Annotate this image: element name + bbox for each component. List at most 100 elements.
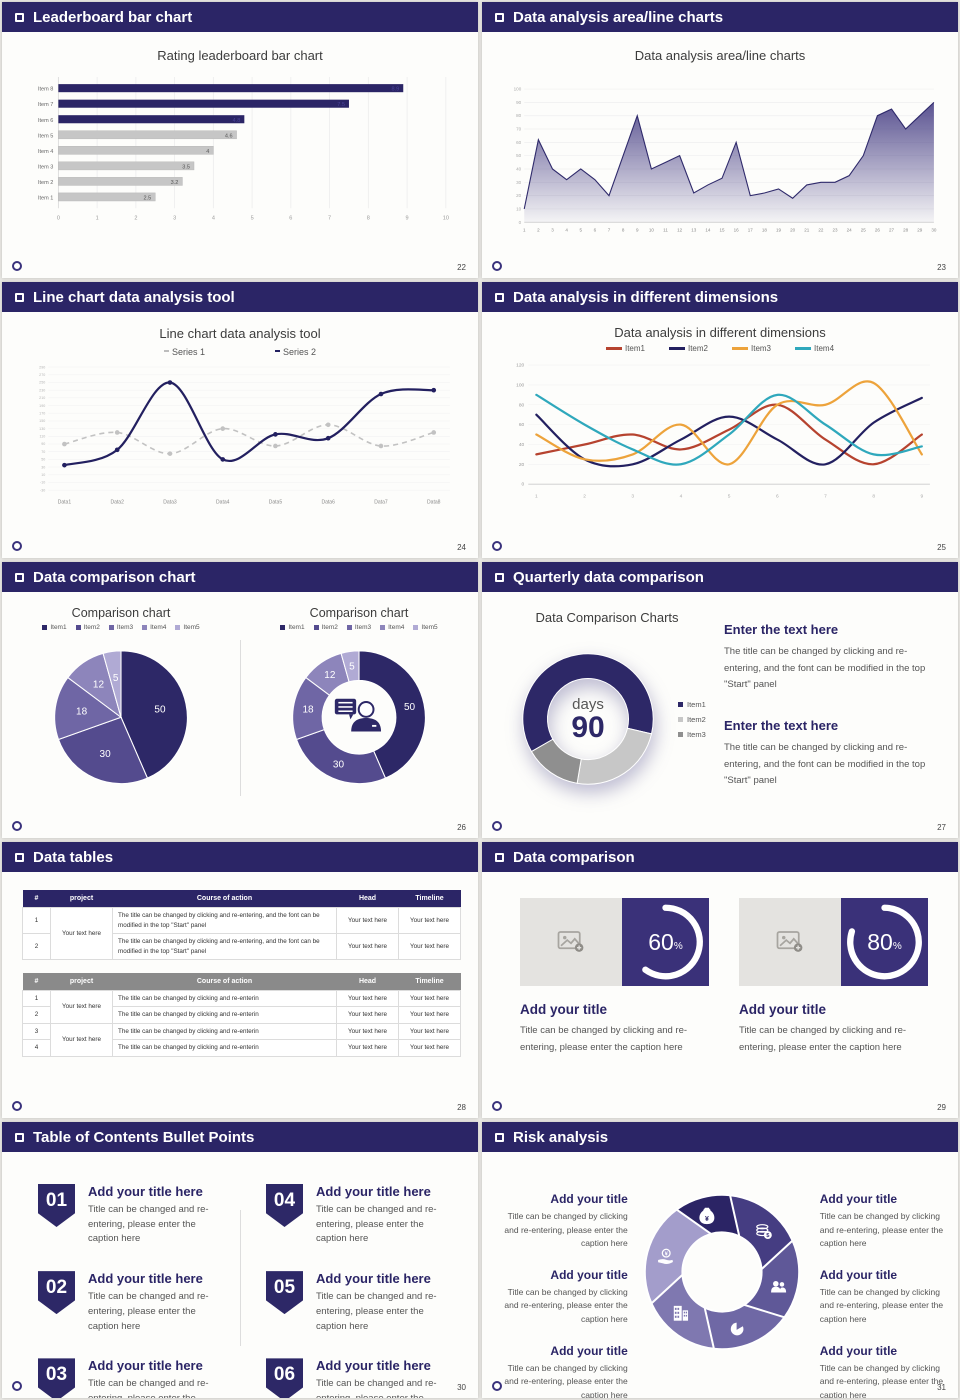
- risk-item-caption: Title can be changed by clicking and re-…: [819, 1362, 944, 1398]
- svg-text:5: 5: [113, 673, 119, 684]
- pinwheel-diagram: ¥ $ ¥: [643, 1193, 800, 1351]
- percent-unit: %: [673, 941, 683, 952]
- column-header: project: [50, 890, 113, 908]
- svg-text:7: 7: [608, 227, 611, 232]
- legend-label: Item3: [116, 624, 134, 631]
- item4-legend-swatch: [142, 625, 148, 630]
- slide-header-title: Risk analysis: [513, 1128, 609, 1146]
- svg-text:10: 10: [649, 227, 655, 232]
- toc-item[interactable]: 04 Add your title here Title can be chan…: [266, 1184, 450, 1247]
- item1-legend-swatch: [280, 625, 286, 630]
- svg-text:11: 11: [663, 227, 668, 232]
- svg-text:230: 230: [39, 388, 45, 392]
- toc-item[interactable]: 01 Add your title here Title can be chan…: [38, 1184, 222, 1247]
- column-header: Timeline: [398, 890, 461, 908]
- toc-item-caption: Title can be changed and re-entering, pl…: [316, 1204, 437, 1245]
- risk-item-caption: Title can be changed by clicking and re-…: [819, 1286, 944, 1324]
- risk-text-block: Add your title Title can be changed by c…: [820, 1192, 948, 1251]
- svg-text:90: 90: [516, 100, 522, 105]
- image-placeholder: [739, 898, 841, 986]
- svg-text:8: 8: [367, 215, 370, 221]
- text-block: Enter the text here The title can be cha…: [724, 718, 932, 790]
- svg-text:15: 15: [719, 227, 725, 232]
- pie-chart: 50 30 18 12 5: [54, 650, 188, 785]
- legend-label: Item5: [421, 624, 438, 631]
- risk-item-caption: Title can be changed by clicking and re-…: [504, 1286, 628, 1324]
- slide-26-data-comparison-chart[interactable]: Data comparison chart Comparison chart I…: [2, 562, 478, 838]
- risk-item-caption: Title can be changed by clicking and re-…: [504, 1362, 628, 1398]
- slide-27-quarterly-data-comparison[interactable]: Quarterly data comparison Data Compariso…: [482, 562, 958, 838]
- page-number: 26: [457, 823, 466, 832]
- chart-legend: Item1 Item2 Item3 Item4 Item5: [240, 624, 478, 631]
- legend-label: Item2: [321, 624, 338, 631]
- svg-text:21: 21: [804, 227, 810, 232]
- svg-text:50: 50: [516, 153, 522, 158]
- svg-text:100: 100: [514, 87, 522, 92]
- percent-unit: %: [892, 941, 902, 952]
- slide-24-line-chart-tool[interactable]: Line chart data analysis tool Line chart…: [2, 282, 478, 558]
- progress-ring: [642, 904, 703, 980]
- square-bullet-icon: [15, 572, 24, 582]
- svg-text:130: 130: [39, 427, 45, 431]
- toc-item[interactable]: 06 Add your title here Title can be chan…: [266, 1358, 450, 1398]
- progress-percent: 60%: [622, 898, 709, 986]
- legend-label: Item1: [288, 624, 305, 631]
- slide-28-data-tables[interactable]: Data tables # project Course of action H…: [2, 842, 478, 1118]
- slide-25-dimensions-line-chart[interactable]: Data analysis in different dimensions Da…: [482, 282, 958, 558]
- cell-num: 1: [22, 989, 51, 1008]
- column-header: Course of action: [112, 973, 337, 991]
- item3-legend-swatch: [346, 625, 352, 630]
- page-number: 27: [937, 823, 946, 832]
- svg-text:4: 4: [206, 149, 209, 155]
- svg-text:190: 190: [39, 404, 45, 408]
- toc-item[interactable]: 03 Add your title here Title can be chan…: [38, 1358, 222, 1398]
- toc-item-title: Add your title here: [88, 1271, 203, 1287]
- slide-30-table-of-contents[interactable]: Table of Contents Bullet Points 01 Add y…: [2, 1122, 478, 1398]
- slide-23-area-line-charts[interactable]: Data analysis area/line charts Data anal…: [482, 2, 958, 278]
- toc-item-caption: Title can be changed and re-entering, pl…: [316, 1291, 437, 1332]
- svg-text:100: 100: [516, 382, 524, 388]
- svg-text:120: 120: [516, 363, 524, 369]
- svg-text:0: 0: [57, 215, 60, 221]
- svg-text:27: 27: [889, 227, 895, 232]
- slide-31-risk-analysis[interactable]: Risk analysis Add your title Title can b…: [482, 1122, 958, 1398]
- column-header: Course of action: [112, 890, 337, 908]
- toc-number-badge: 03: [38, 1358, 75, 1398]
- svg-text:40: 40: [516, 167, 522, 172]
- svg-text:2: 2: [134, 215, 137, 221]
- slide-29-data-comparison[interactable]: Data comparison 60%: [482, 842, 958, 1118]
- svg-text:Item 2: Item 2: [38, 180, 53, 186]
- cell-timeline: Your text here: [398, 933, 461, 960]
- toc-item[interactable]: 02 Add your title here Title can be chan…: [38, 1271, 222, 1334]
- slide-header: Quarterly data comparison: [482, 562, 958, 592]
- item3-legend-swatch: [732, 347, 748, 350]
- slide-logo-icon: [12, 821, 22, 831]
- block-body: The title can be changed by clicking and…: [724, 646, 926, 691]
- svg-text:30: 30: [333, 760, 345, 771]
- legend-label: Item3: [687, 729, 706, 739]
- toc-item[interactable]: 05 Add your title here Title can be chan…: [266, 1271, 450, 1334]
- svg-text:3: 3: [631, 493, 634, 499]
- column-header: project: [50, 973, 113, 991]
- data-table-2: # project Course of action Head Timeline…: [22, 973, 461, 1057]
- chart-title: Data analysis in different dimensions: [614, 325, 826, 340]
- toc-number-badge: 04: [266, 1184, 303, 1227]
- square-bullet-icon: [15, 852, 24, 862]
- item2-legend-swatch: [678, 716, 683, 722]
- table-row: 1 Your text here The title can be change…: [22, 989, 461, 1024]
- legend-label: Item1: [50, 624, 67, 631]
- svg-text:Item 6: Item 6: [38, 118, 53, 124]
- slide-logo-icon: [12, 1101, 22, 1111]
- slide-header: Data analysis in different dimensions: [482, 282, 958, 312]
- legend-label: Item3: [354, 624, 372, 631]
- donut-panel: Data Comparison Charts days 90 Item1 Ite…: [504, 610, 710, 838]
- svg-text:2: 2: [537, 227, 540, 232]
- page-number: 23: [937, 263, 946, 272]
- item1-legend-swatch: [678, 701, 683, 707]
- slide-22-leaderboard-bar-chart[interactable]: Leaderboard bar chart Rating leaderboard…: [2, 2, 478, 278]
- progress-ring: [847, 904, 922, 980]
- risk-text-block: Add your title Title can be changed by c…: [496, 1344, 628, 1398]
- svg-text:6: 6: [289, 215, 292, 221]
- svg-text:4.8: 4.8: [233, 118, 241, 124]
